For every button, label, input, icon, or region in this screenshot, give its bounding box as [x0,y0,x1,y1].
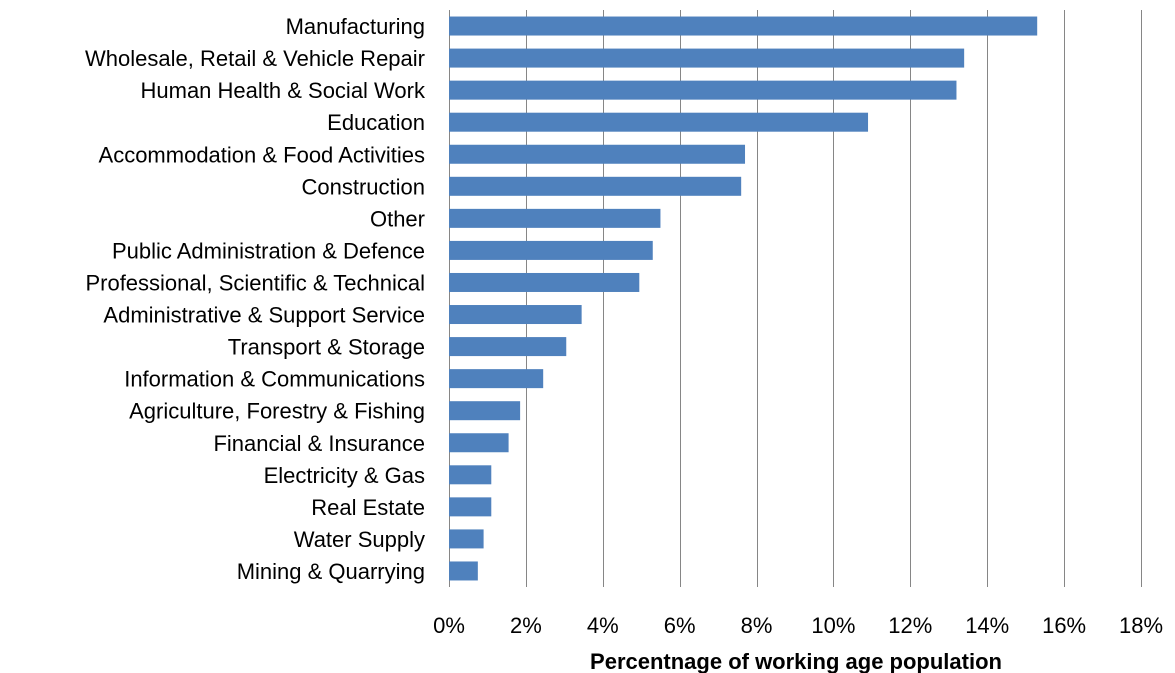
bar [449,465,492,485]
bar [449,208,661,228]
bar [449,272,640,292]
x-tick-label: 18% [1119,613,1163,638]
category-labels: Manufacturing Wholesale, Retail & Vehicle… [85,14,426,584]
bar [449,240,653,260]
category-label: Financial & Insurance [213,431,425,456]
category-label: Mining & Quarrying [237,559,425,584]
category-label: Wholesale, Retail & Vehicle Repair [85,46,425,71]
x-tick-label: 2% [510,613,542,638]
category-label: Professional, Scientific & Technical [85,270,425,295]
category-label: Electricity & Gas [264,463,425,488]
bar [449,401,521,421]
bar [449,112,869,132]
x-axis-title: Percentnage of working age population [590,649,1002,673]
category-label: Water Supply [294,527,425,552]
category-label: Education [327,110,425,135]
bar [449,144,746,164]
bar [449,48,965,68]
bars [449,16,1038,581]
x-tick-label: 6% [664,613,696,638]
category-label: Agriculture, Forestry & Fishing [129,399,425,424]
gridlines [449,10,1142,587]
x-tick-label: 16% [1042,613,1086,638]
bar [449,561,478,581]
x-tick-labels: 0% 2% 4% 6% 8% 10% 12% 14% 16% 18% [433,613,1163,638]
category-label: Public Administration & Defence [112,238,425,263]
bar [449,337,567,357]
bar [449,80,957,100]
category-label: Human Health & Social Work [141,78,426,103]
x-tick-label: 14% [965,613,1009,638]
category-label: Accommodation & Food Activities [99,142,425,167]
x-tick-label: 8% [741,613,773,638]
category-label: Other [370,206,425,231]
bar [449,497,492,517]
x-tick-label: 0% [433,613,465,638]
category-label: Information & Communications [124,367,425,392]
category-label: Manufacturing [286,14,425,39]
category-label: Administrative & Support Service [103,303,425,328]
category-label: Real Estate [311,495,425,520]
category-label: Transport & Storage [228,335,425,360]
x-tick-label: 12% [888,613,932,638]
x-tick-label: 4% [587,613,619,638]
bar [449,176,742,196]
bar [449,369,544,389]
bar [449,16,1038,36]
bar [449,433,509,453]
bar [449,529,484,549]
bar [449,305,582,325]
category-label: Construction [301,174,425,199]
x-tick-label: 10% [811,613,855,638]
